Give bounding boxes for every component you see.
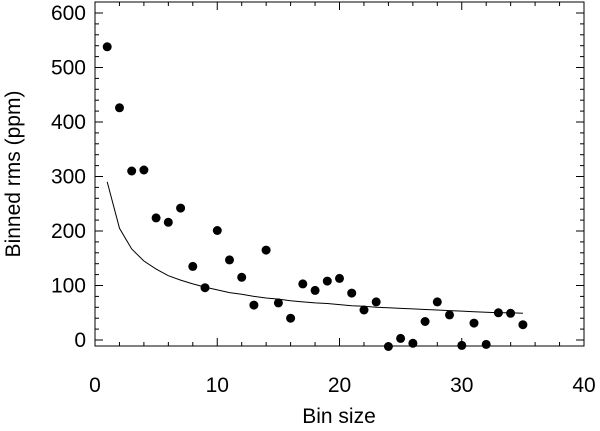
data-point xyxy=(469,318,479,328)
data-point xyxy=(115,103,124,113)
data-point xyxy=(151,213,161,223)
data-point xyxy=(298,279,308,289)
data-point xyxy=(457,340,467,350)
data-point xyxy=(176,203,186,213)
data-point xyxy=(102,42,112,52)
y-tick-label: 0 xyxy=(74,329,86,352)
data-point xyxy=(273,298,283,308)
data-point xyxy=(261,245,271,255)
data-point xyxy=(347,288,357,298)
fit-curve-group xyxy=(106,181,523,314)
y-tick-label: 100 xyxy=(51,275,86,298)
data-point xyxy=(359,305,369,315)
plot-frame xyxy=(94,1,585,347)
data-point xyxy=(200,283,210,293)
y-tick-label: 300 xyxy=(51,166,86,189)
data-point xyxy=(127,166,137,176)
data-point xyxy=(408,338,418,348)
data-point xyxy=(506,308,516,318)
data-point xyxy=(225,255,234,265)
y-axis: 0 100 200 300 400 500 600 xyxy=(51,2,584,352)
data-point xyxy=(420,317,430,326)
data-point xyxy=(249,300,259,310)
x-axis-title: Bin size xyxy=(302,405,376,428)
data-point xyxy=(286,313,296,323)
data-point xyxy=(445,310,454,320)
x-tick-label: 10 xyxy=(206,374,229,397)
data-point xyxy=(481,339,491,349)
data-point xyxy=(335,273,344,283)
data-point xyxy=(322,276,332,286)
data-point xyxy=(212,226,222,235)
data-point xyxy=(237,272,247,282)
data-point xyxy=(432,297,442,307)
data-point xyxy=(139,165,149,175)
data-point xyxy=(493,308,503,318)
x-tick-label: 40 xyxy=(572,374,595,397)
y-tick-label: 200 xyxy=(51,220,86,243)
data-points-group xyxy=(102,42,528,351)
data-point xyxy=(371,297,381,307)
data-point xyxy=(383,342,393,351)
y-tick-label: 500 xyxy=(51,57,86,80)
y-tick-label: 400 xyxy=(51,111,86,134)
y-axis-title: Binned rms (ppm) xyxy=(2,91,25,258)
x-tick-label: 0 xyxy=(89,374,101,397)
data-point xyxy=(163,217,173,227)
x-tick-label: 30 xyxy=(450,374,473,397)
data-point xyxy=(188,261,198,271)
x-tick-label: 20 xyxy=(328,374,351,397)
y-tick-label: 600 xyxy=(51,2,86,25)
data-point xyxy=(396,333,406,343)
fit-curve xyxy=(106,181,523,314)
x-axis: 0 10 20 30 40 xyxy=(89,2,596,397)
data-point xyxy=(310,285,320,295)
data-point xyxy=(518,320,528,330)
